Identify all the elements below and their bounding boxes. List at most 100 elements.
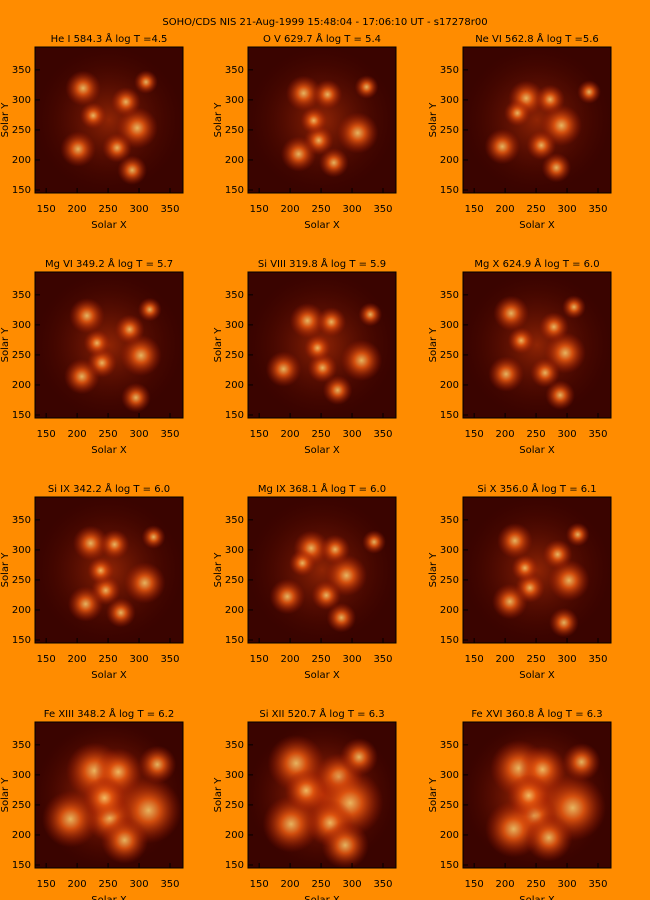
image-glow xyxy=(463,272,611,418)
x-tick-label: 250 xyxy=(312,429,331,440)
image-feature xyxy=(548,559,590,602)
image-feature xyxy=(312,79,343,110)
panel-title: Si X 356.0 Å log T = 6.1 xyxy=(477,482,596,495)
image-feature xyxy=(60,131,96,167)
plot-frame xyxy=(247,721,397,869)
y-tick-label: 200 xyxy=(225,830,244,841)
x-tick-label: 200 xyxy=(281,429,300,440)
image-feature xyxy=(492,583,528,620)
y-tick-label: 250 xyxy=(12,575,31,586)
y-tick-label: 350 xyxy=(440,65,459,76)
y-tick-label: 150 xyxy=(440,410,459,421)
image-feature xyxy=(565,522,590,547)
x-tick-label: 250 xyxy=(99,204,118,215)
y-tick-label: 300 xyxy=(440,320,459,331)
x-tick-label: 350 xyxy=(160,654,179,665)
y-tick-label: 200 xyxy=(440,830,459,841)
image-feature xyxy=(541,152,572,183)
plot-frame xyxy=(247,271,397,419)
x-tick-label: 350 xyxy=(373,654,392,665)
image-feature xyxy=(507,327,535,354)
y-axis-label: Solar Y xyxy=(0,777,11,813)
image-feature xyxy=(106,597,136,628)
image-feature xyxy=(322,375,353,405)
y-tick-label: 200 xyxy=(440,155,459,166)
x-tick-label: 150 xyxy=(250,429,269,440)
x-tick-label: 350 xyxy=(160,429,179,440)
plot-frame xyxy=(34,46,184,194)
y-tick-label: 350 xyxy=(440,290,459,301)
plot-frame xyxy=(462,271,612,419)
image-feature xyxy=(340,339,383,382)
y-tick-label: 250 xyxy=(12,350,31,361)
panel: He I 584.3 Å log T =4.5 150 200 250 300 350 15… xyxy=(0,32,184,231)
image-feature xyxy=(545,380,575,410)
x-axis-label: Solar X xyxy=(304,670,340,681)
y-tick-label: 300 xyxy=(12,320,31,331)
x-tick-label: 200 xyxy=(68,429,87,440)
y-tick-label: 350 xyxy=(12,515,31,526)
x-tick-label: 300 xyxy=(342,654,361,665)
y-tick-label: 250 xyxy=(12,125,31,136)
x-tick-label: 150 xyxy=(250,879,269,890)
image-feature xyxy=(134,70,158,94)
image-feature xyxy=(319,147,349,178)
image-feature xyxy=(72,525,109,561)
image-feature xyxy=(87,557,115,584)
y-tick-label: 350 xyxy=(440,740,459,751)
x-tick-label: 250 xyxy=(99,879,118,890)
image-feature xyxy=(337,112,379,154)
x-tick-label: 150 xyxy=(250,654,269,665)
image-feature xyxy=(484,128,521,165)
x-axis-label: Solar X xyxy=(519,445,555,456)
y-tick-label: 300 xyxy=(12,95,31,106)
y-tick-label: 350 xyxy=(225,515,244,526)
y-axis-label: Solar Y xyxy=(428,102,439,138)
image-feature xyxy=(289,302,326,339)
x-tick-label: 150 xyxy=(465,429,484,440)
image-feature xyxy=(326,602,357,633)
y-tick-label: 150 xyxy=(225,410,244,421)
y-axis-label: Solar Y xyxy=(428,777,439,813)
y-tick-label: 350 xyxy=(12,290,31,301)
y-tick-label: 250 xyxy=(440,350,459,361)
plot-frame xyxy=(247,496,397,644)
image-feature xyxy=(362,530,386,554)
x-tick-label: 350 xyxy=(588,429,607,440)
panel-title: Si XII 520.7 Å log T = 6.3 xyxy=(259,707,384,720)
y-tick-label: 250 xyxy=(225,125,244,136)
y-tick-label: 350 xyxy=(225,65,244,76)
image-feature xyxy=(65,70,101,107)
y-tick-label: 300 xyxy=(12,770,31,781)
x-tick-label: 350 xyxy=(160,879,179,890)
image-feature xyxy=(493,295,529,332)
x-tick-label: 250 xyxy=(312,654,331,665)
panel-title: Fe XIII 348.2 Å log T = 6.2 xyxy=(44,707,174,720)
image-feature xyxy=(321,821,369,869)
y-tick-label: 350 xyxy=(440,515,459,526)
x-axis-label: Solar X xyxy=(304,445,340,456)
panel: Mg X 624.9 Å log T = 6.0 150 200 250 300 350 1… xyxy=(428,257,612,456)
x-tick-label: 300 xyxy=(129,204,148,215)
x-tick-label: 350 xyxy=(588,879,607,890)
y-tick-label: 150 xyxy=(225,635,244,646)
y-tick-label: 300 xyxy=(225,770,244,781)
y-tick-label: 350 xyxy=(12,740,31,751)
y-tick-label: 150 xyxy=(12,410,31,421)
y-tick-label: 200 xyxy=(12,830,31,841)
x-tick-label: 300 xyxy=(129,879,148,890)
image-feature xyxy=(83,776,126,820)
y-tick-label: 300 xyxy=(225,320,244,331)
y-axis-label: Solar Y xyxy=(213,552,224,588)
x-axis-label: Solar X xyxy=(304,895,340,900)
x-tick-label: 300 xyxy=(342,429,361,440)
image-feature xyxy=(280,136,317,172)
y-tick-label: 200 xyxy=(225,605,244,616)
image-feature xyxy=(497,522,533,559)
x-axis-label: Solar X xyxy=(91,670,127,681)
image-glow xyxy=(35,47,183,193)
image-glow xyxy=(248,497,396,643)
y-tick-label: 150 xyxy=(440,635,459,646)
panel: Si X 356.0 Å log T = 6.1 150 200 250 300 350 1… xyxy=(428,482,612,681)
panel: Mg IX 368.1 Å log T = 6.0 150 200 250 300 350… xyxy=(213,482,397,681)
